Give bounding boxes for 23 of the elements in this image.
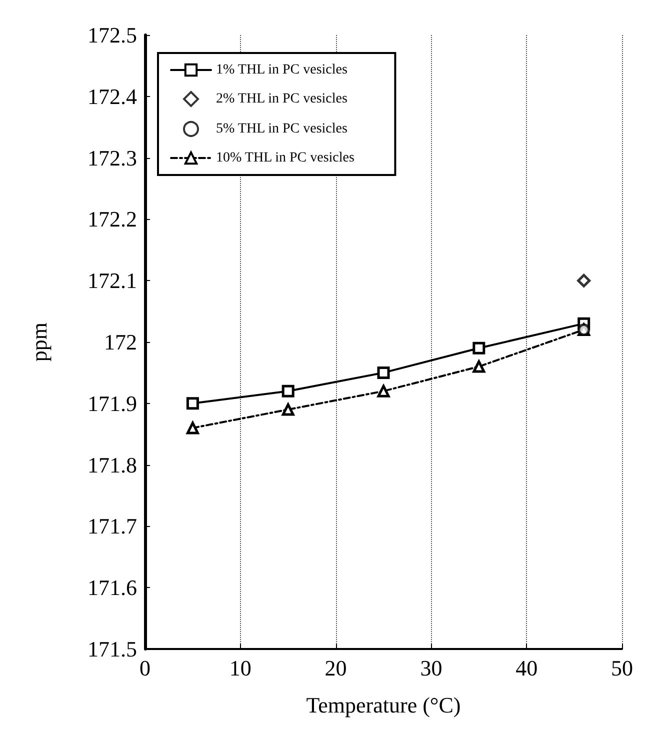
x-tick-label: 0	[140, 656, 150, 680]
x-axis-title: Temperature (°C)	[306, 692, 461, 718]
y-tick-label: 171.9	[88, 390, 137, 416]
x-tick-label: 20	[324, 656, 347, 680]
y-tick-label: 172.1	[88, 268, 137, 294]
legend-label: 2% THL in PC vesicles	[216, 92, 348, 106]
y-tick-label: 171.7	[88, 514, 137, 539]
y-axis-title: ppm	[26, 322, 52, 362]
x-tick-label: 50	[611, 656, 633, 680]
y-tick-label: 172.3	[88, 145, 137, 170]
y-tick-label: 172.2	[88, 206, 137, 232]
x-tick-label: 30	[420, 656, 442, 680]
y-tick-label: 171.5	[88, 636, 137, 662]
legend-label: 5% THL in PC vesicles	[216, 122, 348, 136]
x-tick-label: 40	[516, 656, 538, 680]
x-tick-label: 10	[229, 656, 252, 680]
y-tick-label: 171.8	[88, 452, 137, 478]
y-tick-label: 172.4	[88, 84, 137, 109]
y-tick-label: 172.5	[88, 22, 137, 48]
legend-label: 10% THL in PC vesicles	[216, 150, 354, 166]
legend-label: 1% THL in PC vesicles	[216, 62, 348, 78]
y-tick-label: 171.6	[88, 575, 137, 600]
y-tick-label: 172	[104, 330, 137, 354]
